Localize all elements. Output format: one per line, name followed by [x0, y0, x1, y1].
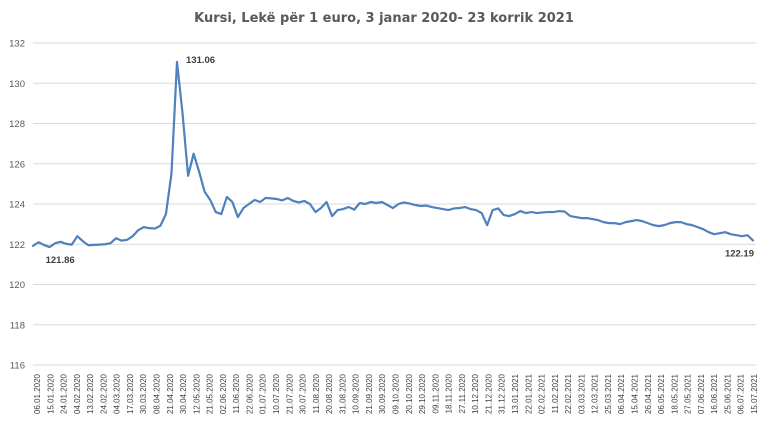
x-tick-label: 03.03.2021 [577, 373, 586, 414]
x-tick-label: 26.04.2021 [644, 373, 653, 414]
y-axis-ticks: 116 118 120 122 124 126 128 130 132 [9, 39, 25, 372]
x-tick-label: 10.07.2020 [272, 373, 281, 414]
x-tick-label: 07.06.2021 [697, 373, 706, 414]
x-tick-label: 15.07.2021 [750, 373, 759, 414]
x-tick-label: 21.04.2020 [166, 373, 175, 414]
x-tick-label: 15.01.2020 [46, 373, 55, 414]
x-tick-label: 06.05.2021 [657, 373, 666, 414]
x-tick-label: 02.06.2020 [219, 373, 228, 414]
x-tick-label: 21.12.2020 [484, 373, 493, 414]
series-line-eur-all [31, 60, 755, 249]
x-tick-label: 11.08.2020 [312, 373, 321, 413]
y-tick-label: 130 [9, 79, 25, 90]
x-tick-label: 22.02.2021 [564, 373, 573, 414]
data-label: 121.86 [46, 255, 75, 266]
data-label: 122.19 [725, 248, 754, 259]
data-labels: 131.06 121.86 122.19 [46, 55, 754, 266]
x-tick-label: 30.07.2020 [299, 373, 308, 414]
y-tick-label: 116 [10, 361, 25, 372]
x-tick-label: 13.02.2020 [86, 373, 95, 414]
x-tick-label: 27.11.2020 [458, 373, 467, 413]
y-tick-label: 120 [9, 280, 25, 291]
gridlines [33, 42, 756, 366]
x-tick-label: 22.01.2021 [524, 373, 533, 414]
x-tick-label: 10.09.2020 [352, 373, 361, 414]
data-label: 131.06 [186, 55, 215, 66]
x-tick-label: 30.09.2020 [378, 373, 387, 414]
x-axis-ticks: 06.01.2020 15.01.2020 24.01.2020 04.02.2020… [33, 373, 759, 414]
x-tick-label: 09.10.2020 [392, 373, 401, 414]
x-tick-label: 11.06.2020 [232, 373, 241, 413]
x-tick-label: 27.05.2021 [684, 373, 693, 414]
x-tick-label: 18.11.2020 [445, 373, 454, 413]
y-tick-label: 132 [9, 39, 25, 50]
x-tick-label: 02.02.2021 [538, 373, 547, 414]
x-tick-label: 31.12.2020 [498, 373, 507, 414]
x-tick-label: 20.08.2020 [325, 373, 334, 414]
x-tick-label: 15.04.2021 [631, 373, 640, 414]
x-tick-label: 30.03.2020 [139, 373, 148, 414]
x-tick-label: 06.07.2021 [737, 373, 746, 414]
x-tick-label: 25.06.2021 [723, 373, 732, 414]
x-tick-label: 12.05.2020 [192, 373, 201, 414]
chart-title: Kursi, Lekë për 1 euro, 3 janar 2020- 23… [194, 11, 574, 26]
x-tick-label: 21.09.2020 [365, 373, 374, 414]
x-tick-label: 21.07.2020 [285, 373, 294, 414]
x-tick-label: 10.12.2020 [471, 373, 480, 414]
x-tick-label: 01.07.2020 [259, 373, 268, 414]
x-tick-label: 18.05.2021 [670, 373, 679, 414]
x-tick-label: 08.04.2020 [153, 373, 162, 414]
y-tick-label: 118 [10, 320, 25, 331]
x-tick-label: 30.04.2020 [179, 373, 188, 414]
y-tick-label: 124 [9, 200, 25, 211]
x-tick-label: 12.03.2021 [591, 373, 600, 414]
x-tick-label: 09.11.2020 [431, 373, 440, 413]
x-tick-label: 20.10.2020 [405, 373, 414, 414]
x-tick-label: 11.02.2021 [551, 373, 560, 413]
series-layer [31, 60, 755, 249]
x-tick-label: 24.02.2020 [99, 373, 108, 414]
x-tick-label: 25.03.2021 [604, 373, 613, 414]
y-tick-label: 126 [9, 159, 25, 170]
x-tick-label: 13.01.2021 [511, 373, 520, 414]
x-tick-label: 31.08.2020 [338, 373, 347, 414]
x-tick-label: 24.01.2020 [60, 373, 69, 414]
x-tick-label: 04.03.2020 [113, 373, 122, 414]
x-tick-label: 22.06.2020 [245, 373, 254, 414]
x-tick-label: 29.10.2020 [418, 373, 427, 414]
x-tick-label: 17.03.2020 [126, 373, 135, 414]
y-tick-label: 122 [9, 240, 25, 251]
x-tick-label: 06.01.2020 [33, 373, 42, 414]
x-tick-label: 04.02.2020 [73, 373, 82, 414]
x-tick-label: 16.06.2021 [710, 373, 719, 414]
x-tick-label: 06.04.2021 [617, 373, 626, 414]
y-tick-label: 128 [9, 119, 25, 130]
x-tick-label: 21.05.2020 [206, 373, 215, 414]
